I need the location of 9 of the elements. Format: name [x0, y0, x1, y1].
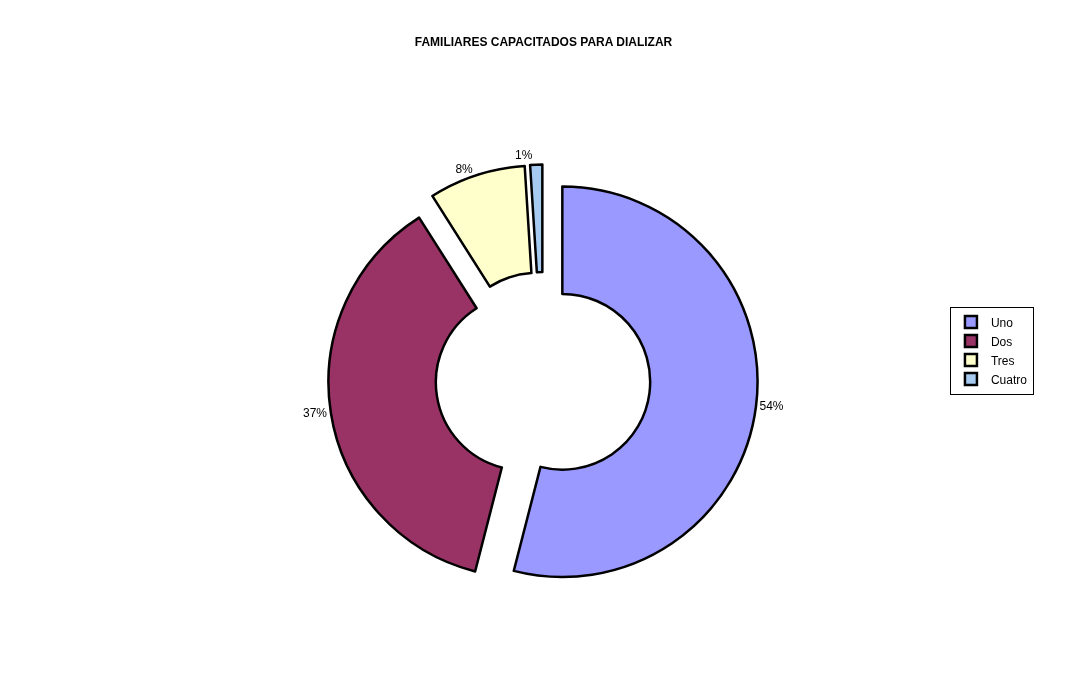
data-label: 1%: [515, 147, 533, 162]
legend-label: Cuatro: [990, 372, 1028, 387]
chart-title: FAMILIARES CAPACITADOS PARA DIALIZAR: [414, 34, 673, 49]
legend-label: Dos: [990, 334, 1013, 349]
data-label: 54%: [759, 399, 784, 414]
data-label: 37%: [303, 406, 328, 421]
data-label: 8%: [455, 161, 474, 176]
legend-label: Uno: [990, 315, 1014, 330]
legend-label: Tres: [990, 353, 1015, 368]
